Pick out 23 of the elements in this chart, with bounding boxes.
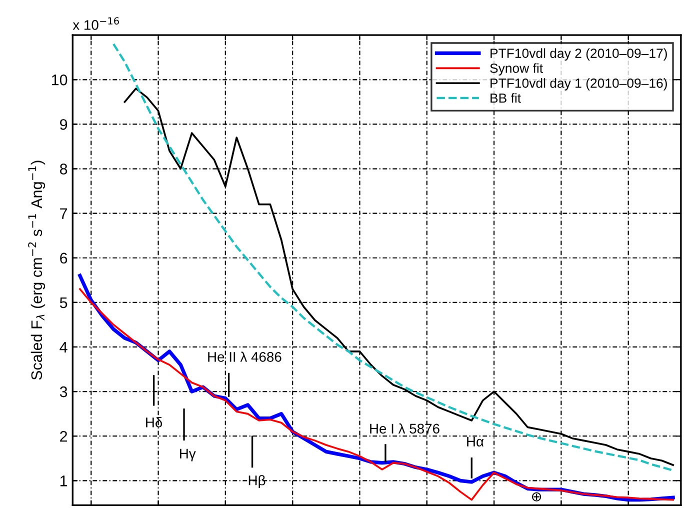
annotation: Hα [467,436,484,447]
legend-label: Synow fit [490,63,543,76]
annotation: Hγ [180,448,196,462]
text: Scaled F$_{λ}$ (erg cm$^{−2}$ s$^{−1}$ Ang$^{−1}$) [28,160,46,380]
y-tick-label: 7 [60,208,68,219]
legend-label: PTF10vdl day 1 (2010–09–16) [490,78,667,90]
y-tick-label: 1 [60,476,68,486]
annotation: He II λ 4686 [208,352,282,362]
annotation: Hβ [248,475,266,488]
y-tick-label: 3 [60,386,68,398]
y-tick-label: 4 [60,342,68,353]
legend-label: BB fit [490,93,521,103]
annotation: He I λ 5876 [370,423,440,434]
annotation: Hδ [146,417,162,428]
y-tick-label: 6 [60,252,68,264]
annotation: ⊕ [532,492,542,502]
legend-label: PTF10vdl day 2 (2010–09–17) [490,48,667,61]
y-tick-label: 5 [60,297,68,308]
y-tick-label: 8 [60,164,68,174]
y-tick-label: 10 [52,74,68,86]
y-tick-label: 2 [60,430,68,442]
text: x 10$^{−16}$ [72,17,119,30]
y-tick-label: 9 [60,119,68,130]
